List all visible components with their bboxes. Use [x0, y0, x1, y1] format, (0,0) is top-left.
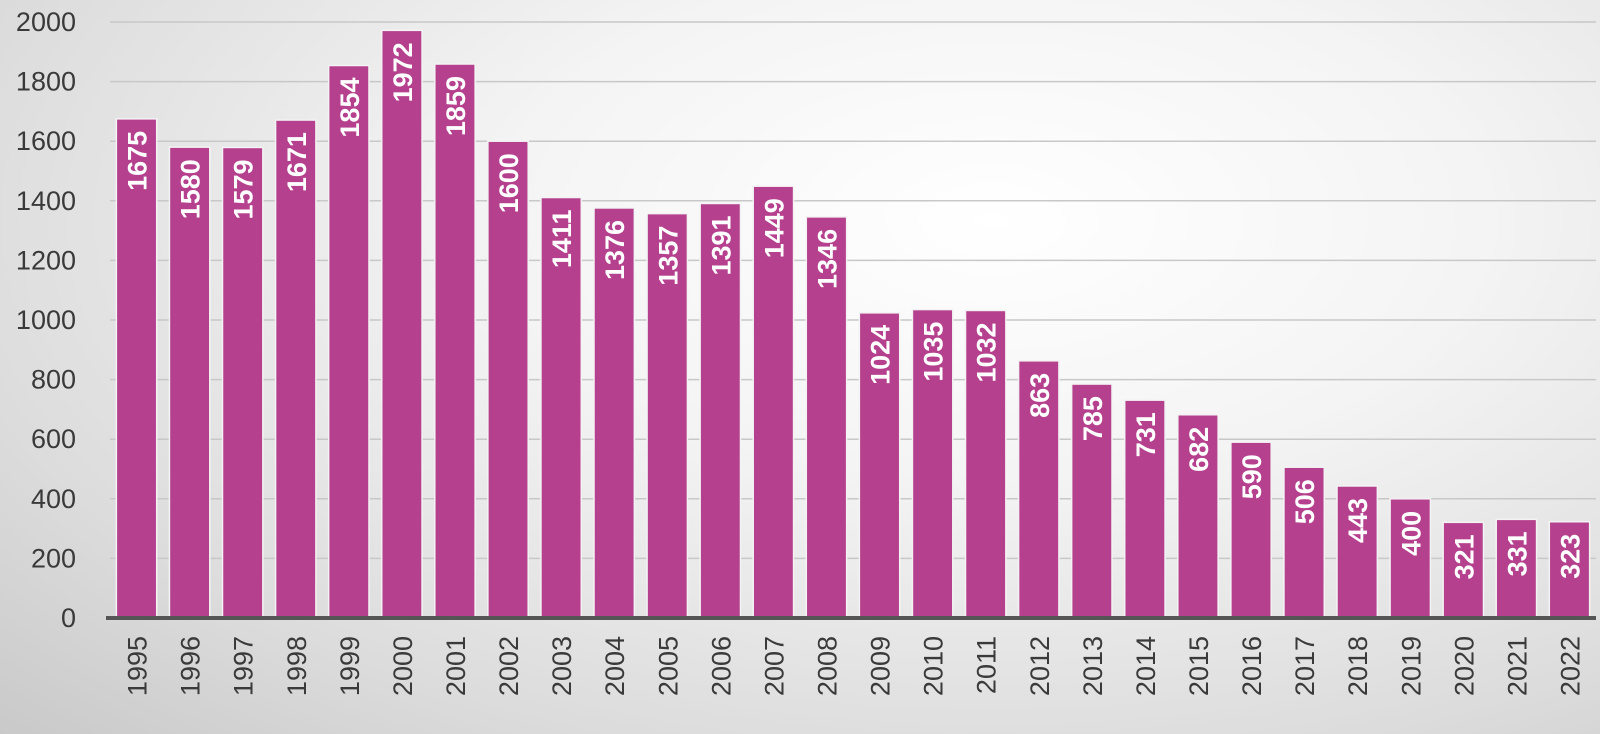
bar	[1070, 383, 1113, 619]
x-tick-label: 1996	[176, 636, 206, 696]
x-tick-label: 2014	[1131, 636, 1161, 696]
x-tick-label: 2012	[1025, 636, 1055, 696]
data-label: 1346	[812, 229, 842, 289]
y-axis-tick-labels: 0 200 400 600 800 1000 1200 1400 1600 1800 2000	[16, 7, 76, 633]
bar	[1336, 485, 1379, 619]
data-label: 506	[1290, 479, 1320, 524]
y-tick-label: 1600	[16, 126, 76, 156]
data-label: 863	[1025, 373, 1055, 418]
x-tick-label: 2001	[441, 636, 471, 696]
x-tick-label: 2016	[1237, 636, 1267, 696]
bar	[274, 119, 317, 619]
x-tick-label: 2006	[706, 636, 736, 696]
data-label: 1675	[123, 131, 153, 191]
bar	[115, 118, 158, 619]
x-tick-label: 1995	[123, 636, 153, 696]
data-label: 785	[1078, 396, 1108, 441]
bar	[1123, 399, 1166, 619]
x-tick-label: 2004	[600, 636, 630, 696]
x-tick-label: 2007	[759, 636, 789, 696]
data-label: 1854	[335, 78, 365, 138]
x-tick-label: 2019	[1396, 636, 1426, 696]
bar	[1017, 360, 1060, 619]
bar	[752, 185, 795, 619]
x-tick-label: 2002	[494, 636, 524, 696]
data-label: 682	[1184, 427, 1214, 472]
x-tick-label: 2000	[388, 636, 418, 696]
data-label: 1376	[600, 220, 630, 280]
x-tick-label: 1998	[282, 636, 312, 696]
y-tick-label: 2000	[16, 7, 76, 37]
data-label: 331	[1502, 531, 1532, 576]
bar	[540, 196, 583, 619]
bar	[805, 216, 848, 619]
bar	[911, 308, 954, 619]
x-tick-label: 1997	[229, 636, 259, 696]
x-tick-label: 2020	[1449, 636, 1479, 696]
bar	[434, 63, 476, 619]
x-tick-label: 2003	[547, 636, 577, 696]
y-tick-label: 200	[31, 543, 76, 573]
data-label: 1972	[388, 42, 418, 102]
data-label: 1671	[282, 132, 312, 192]
data-label: 1024	[866, 325, 896, 385]
y-tick-label: 600	[31, 424, 76, 454]
bar	[168, 146, 211, 619]
y-tick-label: 1000	[16, 305, 76, 335]
data-label: 323	[1555, 534, 1585, 579]
data-label: 1032	[972, 322, 1002, 382]
data-label: 590	[1237, 454, 1267, 499]
x-tick-label: 2009	[866, 636, 896, 696]
data-label: 1357	[653, 226, 683, 286]
bar	[1230, 441, 1272, 619]
y-tick-label: 0	[61, 603, 76, 633]
data-labels: 1675 1580 1579 1671 1854 1972 1859 1600 1411 1376…	[123, 42, 1586, 579]
x-tick-label: 2008	[812, 636, 842, 696]
bar	[380, 29, 423, 619]
x-tick-label: 2011	[972, 636, 1002, 694]
x-tick-label: 2005	[653, 636, 683, 696]
data-label: 1859	[441, 76, 471, 136]
y-tick-label: 1400	[16, 186, 76, 216]
bar	[699, 202, 742, 619]
data-label: 1391	[706, 215, 736, 275]
bar	[858, 312, 901, 619]
x-tick-label: 2017	[1290, 636, 1320, 696]
x-tick-label: 2018	[1343, 636, 1373, 696]
x-tick-label: 1999	[335, 636, 365, 696]
x-tick-label: 2015	[1184, 636, 1214, 696]
y-tick-label: 1200	[16, 245, 76, 275]
bar	[327, 64, 370, 619]
data-label: 400	[1396, 511, 1426, 556]
data-label: 1579	[229, 159, 259, 219]
bar	[1177, 414, 1219, 619]
x-tick-label: 2022	[1555, 636, 1585, 696]
y-tick-label: 400	[31, 484, 76, 514]
bar	[593, 207, 636, 619]
x-tick-label: 2013	[1078, 636, 1108, 696]
data-label: 1449	[759, 198, 789, 258]
data-label: 1580	[176, 159, 206, 219]
bar	[1389, 498, 1432, 619]
x-tick-label: 2021	[1502, 636, 1532, 696]
data-label: 1411	[547, 210, 577, 269]
y-tick-label: 800	[31, 365, 76, 395]
data-label: 1035	[919, 322, 949, 382]
data-label: 731	[1131, 412, 1161, 457]
data-label: 1600	[494, 153, 524, 213]
y-tick-label: 1800	[16, 67, 76, 97]
bar	[1495, 518, 1538, 619]
x-tick-label: 2010	[919, 636, 949, 696]
data-label: 443	[1343, 498, 1373, 543]
data-label: 321	[1449, 534, 1479, 579]
bar	[1548, 520, 1591, 619]
x-axis-tick-labels: 1995 1996 1997 1998 1999 2000 2001 2002 2003 2004…	[123, 636, 1586, 696]
